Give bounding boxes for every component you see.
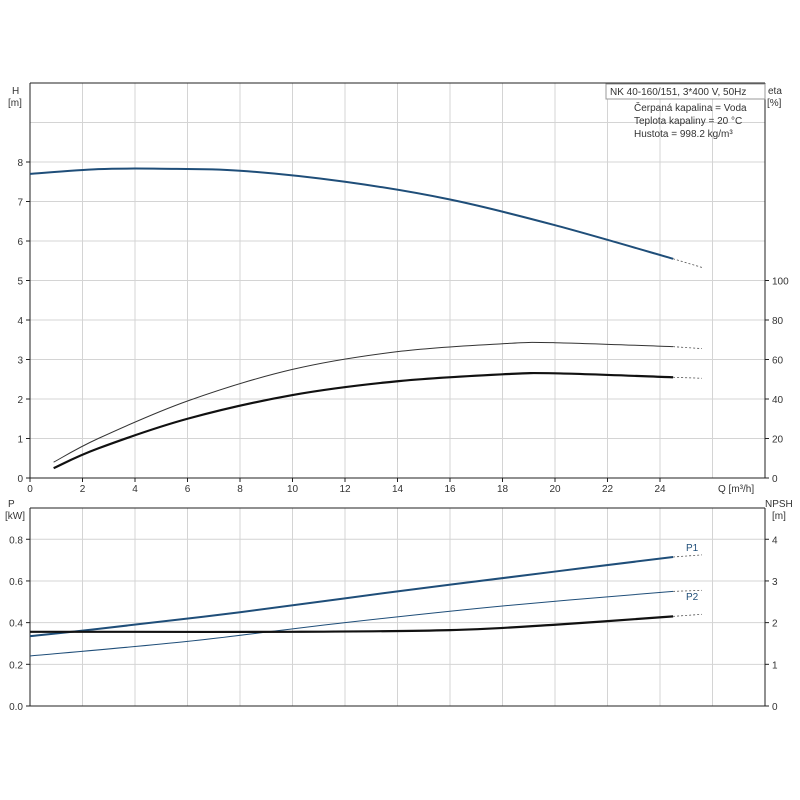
y-tick-label-right: 0 [772,474,778,485]
npsh-curve [30,615,674,634]
title-box [605,83,766,100]
h-curve [29,167,674,260]
p1-extrapolated [673,554,703,558]
y-tick-label-left: 4 [17,316,23,327]
y-tick-label-left: 2 [17,395,23,406]
x-tick-label: 20 [549,484,561,495]
info-liquid: Čerpaná kapalina = Voda [634,101,747,114]
x-tick-label: 6 [185,484,191,495]
y-tick-label-right: 2 [772,619,778,630]
x-axis-label: Q [m³/h] [718,484,754,495]
x-tick-label: 12 [339,484,351,495]
y-tick-label-left: 7 [17,198,23,209]
y-tick-label-left: 3 [17,356,23,367]
x-tick-label: 16 [444,484,456,495]
eta-axis-label: eta [768,86,782,97]
eta-total-extrapolated [673,376,703,379]
h-extrapolated [673,258,703,268]
p-axis-label: P [8,499,15,510]
y-tick-label-right: 0 [772,702,778,713]
y-tick-label-left: 5 [17,277,23,288]
eta-axis-unit: [%] [767,98,782,109]
y-tick-label-right: 1 [772,660,778,671]
npsh-axis-unit: [m] [772,511,786,522]
eta-pump-curve [53,341,674,463]
y-tick-label-left: 0.0 [9,702,23,713]
y-tick-label-left: 0.8 [9,535,23,546]
x-tick-label: 10 [287,484,299,495]
chart-title: NK 40-160/151, 3*400 V, 50Hz [610,87,746,98]
y-tick-label-right: 60 [772,356,784,367]
y-tick-label-left: 0 [17,474,23,485]
p2-label: P2 [686,592,699,603]
y-tick-label-right: 40 [772,395,784,406]
y-tick-label-left: 0.6 [9,577,23,588]
y-tick-label-right: 80 [772,316,784,327]
eta-total-curve [53,371,674,470]
info-density: Hustota = 998.2 kg/m³ [634,129,733,140]
p-axis-unit: [kW] [5,511,25,522]
y-tick-label-right: 3 [772,577,778,588]
x-tick-label: 14 [392,484,404,495]
x-tick-label: 2 [80,484,86,495]
x-tick-label: 18 [497,484,509,495]
npsh-extrapolated [673,613,703,617]
x-tick-label: 24 [654,484,666,495]
y-tick-label-left: 8 [17,158,23,169]
x-tick-label: 22 [602,484,614,495]
info-temperature: Teplota kapaliny = 20 °C [634,116,742,127]
y-tick-label-left: 6 [17,237,23,248]
y-tick-label-right: 20 [772,435,784,446]
h-axis-label: H [12,86,19,97]
p2-curve [29,590,674,657]
p1-curve [29,555,674,638]
eta-pump-extrapolated [673,346,703,350]
y-tick-label-right: 4 [772,535,778,546]
h-axis-unit: [m] [8,98,22,109]
x-tick-label: 4 [132,484,138,495]
p1-label: P1 [686,543,699,554]
npsh-axis-label: NPSH [765,499,793,510]
y-tick-label-left: 0.4 [9,619,23,630]
x-tick-label: 8 [237,484,243,495]
y-tick-label-left: 1 [17,435,23,446]
p2-extrapolated [673,589,703,592]
y-tick-label-left: 0.2 [9,660,23,671]
y-tick-label-right: 100 [772,277,789,288]
x-tick-label: 0 [27,484,33,495]
